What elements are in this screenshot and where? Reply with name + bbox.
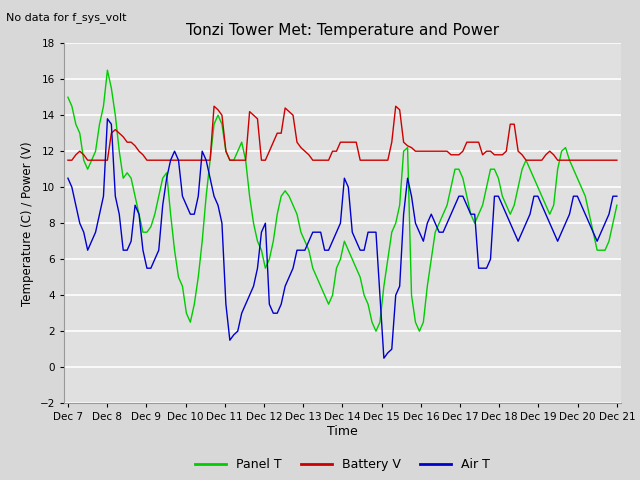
Air T (124, 247, 131, 253)
Air T (167, 157, 175, 163)
Battery V (163, 157, 170, 163)
Battery V (210, 103, 218, 109)
Air T (340, 175, 348, 181)
Battery V (120, 134, 127, 140)
Panel T (372, 328, 380, 334)
Title: Tonzi Tower Met: Temperature and Power: Tonzi Tower Met: Temperature and Power (186, 23, 499, 38)
Panel T (84, 167, 92, 172)
Battery V (609, 157, 617, 163)
Air T (380, 355, 388, 361)
X-axis label: Time: Time (327, 425, 358, 438)
Battery V (84, 157, 92, 163)
Y-axis label: Temperature (C) / Power (V): Temperature (C) / Power (V) (21, 141, 34, 305)
Line: Panel T: Panel T (68, 70, 617, 331)
Air T (64, 175, 72, 181)
Line: Air T: Air T (68, 119, 617, 358)
Air T (297, 247, 305, 253)
Line: Battery V: Battery V (68, 106, 617, 160)
Battery V (613, 157, 621, 163)
Air T (95, 211, 103, 217)
Air T (84, 247, 92, 253)
Panel T (167, 211, 175, 217)
Battery V (340, 139, 348, 145)
Panel T (95, 121, 103, 127)
Legend: Panel T, Battery V, Air T: Panel T, Battery V, Air T (190, 453, 495, 476)
Air T (613, 193, 621, 199)
Panel T (104, 67, 111, 73)
Panel T (297, 229, 305, 235)
Panel T (64, 94, 72, 100)
Air T (104, 116, 111, 121)
Battery V (95, 157, 103, 163)
Text: No data for f_sys_volt: No data for f_sys_volt (6, 12, 127, 23)
Panel T (613, 203, 621, 208)
Battery V (64, 157, 72, 163)
Panel T (340, 239, 348, 244)
Panel T (124, 170, 131, 176)
